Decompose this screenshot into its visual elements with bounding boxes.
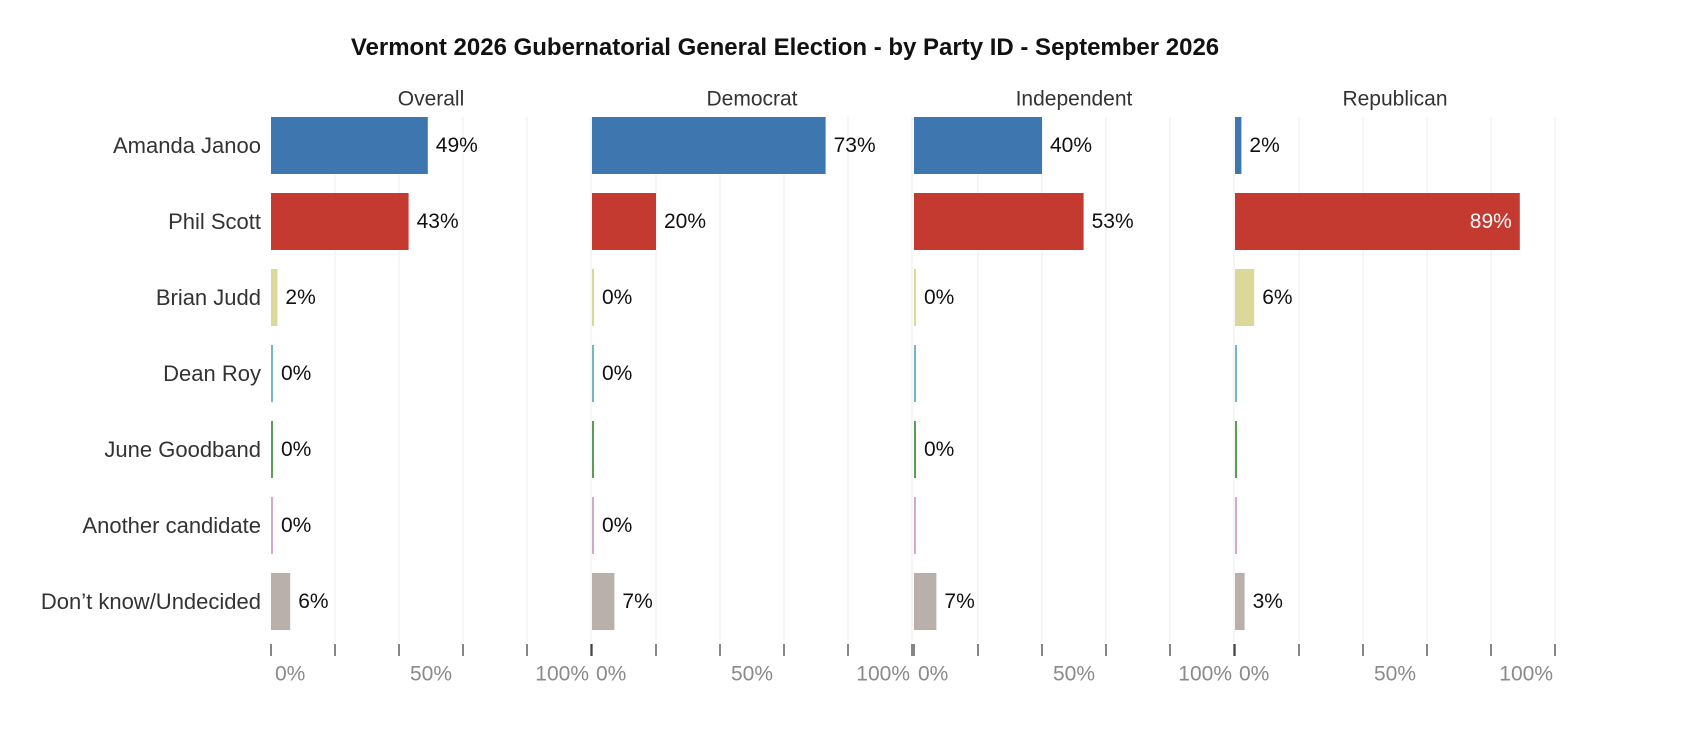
bar (914, 345, 916, 402)
x-tick-label: 100% (856, 663, 910, 686)
category-label: Brian Judd (156, 285, 261, 310)
category-label: Amanda Janoo (113, 133, 261, 158)
data-label: 53% (1092, 210, 1134, 233)
bar (271, 193, 409, 250)
data-label: 89% (1470, 210, 1512, 233)
bar (592, 269, 594, 326)
data-label: 6% (298, 590, 328, 613)
data-label: 73% (834, 134, 876, 157)
data-label: 0% (281, 438, 311, 461)
bar (1235, 117, 1242, 174)
x-tick-label: 50% (1374, 663, 1416, 686)
data-label: 43% (417, 210, 459, 233)
bar (271, 117, 428, 174)
category-label: Another candidate (82, 513, 261, 538)
bar (1235, 193, 1520, 250)
panel-title: Republican (1342, 88, 1447, 111)
bar (914, 573, 937, 630)
bar (271, 345, 273, 402)
x-tick-label: 100% (1499, 663, 1553, 686)
x-tick-label: 100% (1178, 663, 1232, 686)
data-label: 0% (602, 514, 632, 537)
bar (592, 345, 594, 402)
bar (592, 421, 594, 478)
data-label: 2% (285, 286, 315, 309)
data-label: 20% (664, 210, 706, 233)
data-label: 2% (1249, 134, 1279, 157)
category-label: June Goodband (104, 437, 261, 462)
data-label: 3% (1253, 590, 1283, 613)
category-label: Dean Roy (163, 361, 261, 386)
data-label: 0% (281, 362, 311, 385)
data-label: 6% (1262, 286, 1292, 309)
x-tick-label: 100% (535, 663, 589, 686)
data-label: 0% (924, 438, 954, 461)
bar (914, 269, 916, 326)
x-tick-label: 50% (731, 663, 773, 686)
bar (914, 117, 1042, 174)
x-tick-label: 0% (596, 663, 626, 686)
x-tick-label: 0% (1239, 663, 1269, 686)
bar (1235, 269, 1255, 326)
bar (592, 117, 826, 174)
data-label: 40% (1050, 134, 1092, 157)
bar (1235, 573, 1245, 630)
panel-title: Independent (1016, 88, 1133, 111)
category-label: Phil Scott (168, 209, 261, 234)
bar (1235, 497, 1237, 554)
bar (1235, 345, 1237, 402)
panel-title: Democrat (706, 88, 797, 111)
data-label: 0% (602, 362, 632, 385)
bar (271, 573, 291, 630)
bar (271, 421, 273, 478)
bar (271, 269, 278, 326)
x-tick-label: 0% (918, 663, 948, 686)
data-label: 7% (944, 590, 974, 613)
bar (914, 421, 916, 478)
data-label: 49% (436, 134, 478, 157)
bar (271, 497, 273, 554)
bar (1235, 421, 1237, 478)
bar (914, 497, 916, 554)
bar (592, 193, 656, 250)
x-tick-label: 0% (275, 663, 305, 686)
data-label: 0% (924, 286, 954, 309)
x-tick-label: 50% (410, 663, 452, 686)
category-label: Don’t know/Undecided (41, 589, 261, 614)
bar (592, 497, 594, 554)
x-tick-label: 50% (1053, 663, 1095, 686)
panel-title: Overall (398, 88, 465, 111)
bar (592, 573, 615, 630)
data-label: 7% (622, 590, 652, 613)
data-label: 0% (602, 286, 632, 309)
data-label: 0% (281, 514, 311, 537)
bar (914, 193, 1084, 250)
chart-title: Vermont 2026 Gubernatorial General Elect… (350, 34, 1220, 61)
